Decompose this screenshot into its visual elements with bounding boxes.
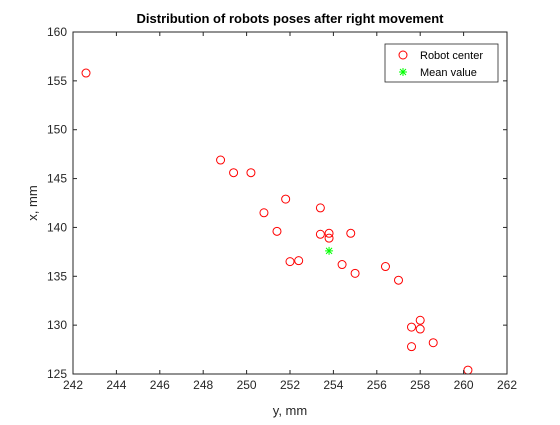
robot-center-point <box>407 322 417 332</box>
x-tick-label: 250 <box>237 378 257 392</box>
x-tick-label: 262 <box>497 378 517 392</box>
legend-asterisk-marker <box>399 68 407 76</box>
x-tick-label: 256 <box>367 378 387 392</box>
robot-center-point <box>428 338 438 348</box>
y-tick-label: 135 <box>47 269 67 283</box>
robot-center-point <box>407 342 417 352</box>
legend-box <box>384 43 499 83</box>
y-tick-label: 155 <box>47 74 67 88</box>
x-axis-label: y, mm <box>273 403 307 418</box>
plot-area <box>73 32 507 374</box>
robot-center-point <box>315 203 325 213</box>
robot-center-point <box>246 168 256 178</box>
chart-title: Distribution of robots poses after right… <box>137 11 445 26</box>
robot-center-point <box>81 68 91 78</box>
y-tick-label: 130 <box>47 318 67 332</box>
x-tick-label: 254 <box>323 378 343 392</box>
robot-center-point <box>380 262 390 272</box>
robot-center-point <box>281 194 291 204</box>
y-tick-label: 150 <box>47 123 67 137</box>
x-tick-label: 260 <box>454 378 474 392</box>
x-tick-label: 248 <box>193 378 213 392</box>
x-tick-label: 252 <box>280 378 300 392</box>
legend-circle-marker <box>398 50 408 60</box>
x-tick-label: 242 <box>63 378 83 392</box>
robot-center-point <box>216 155 226 165</box>
robot-center-point <box>350 268 360 278</box>
y-tick-label: 125 <box>47 367 67 381</box>
robot-center-point <box>259 208 269 218</box>
x-tick-label: 244 <box>106 378 126 392</box>
y-tick-label: 145 <box>47 172 67 186</box>
y-tick-label: 140 <box>47 220 67 234</box>
robot-center-point <box>324 233 334 243</box>
robot-center-point <box>272 226 282 236</box>
robot-center-point <box>394 275 403 285</box>
mean-value-point <box>325 246 334 255</box>
robot-center-point <box>415 324 425 334</box>
robot-center-point <box>285 257 295 267</box>
x-tick-label: 258 <box>410 378 430 392</box>
robot-center-point <box>294 256 304 266</box>
legend: Robot center Mean value <box>384 43 499 83</box>
robot-center-point <box>229 168 239 178</box>
data-marks <box>81 68 473 375</box>
axes: 242 244 246 248 250 252 254 256 258 260 262 125 130 1… <box>47 25 517 392</box>
robot-center-point <box>324 228 334 238</box>
y-axis-label: x, mm <box>25 185 40 220</box>
legend-entry-label: Mean value <box>420 67 477 79</box>
robot-center-point <box>315 229 325 239</box>
robot-center-point <box>415 315 425 325</box>
x-tick-label: 246 <box>150 378 170 392</box>
robot-center-point <box>337 260 347 270</box>
legend-entry-label: Robot center <box>420 50 483 62</box>
y-tick-label: 160 <box>47 25 67 39</box>
robot-center-point <box>346 228 356 238</box>
